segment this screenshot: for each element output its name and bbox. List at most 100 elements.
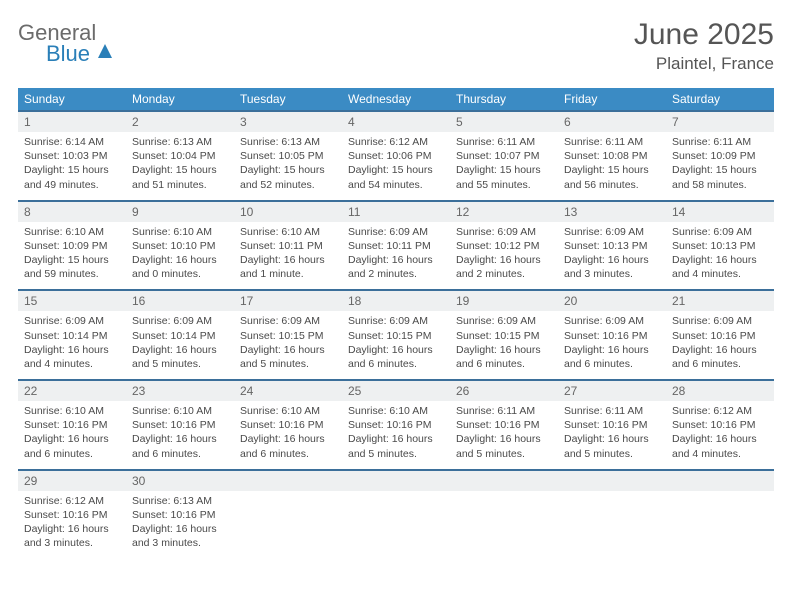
day-number-cell: 20 [558,290,666,311]
daylight-line: Daylight: 15 hours and 51 minutes. [132,163,228,191]
sunrise-line: Sunrise: 6:13 AM [240,135,336,149]
day-content-cell: Sunrise: 6:13 AMSunset: 10:16 PMDaylight… [126,491,234,559]
day-number-cell: 18 [342,290,450,311]
daylight-line: Daylight: 16 hours and 5 minutes. [132,343,228,371]
sunrise-line: Sunrise: 6:10 AM [240,225,336,239]
daylight-line: Daylight: 16 hours and 1 minute. [240,253,336,281]
day-content-cell [450,491,558,559]
sunset-line: Sunset: 10:10 PM [132,239,228,253]
day-number-cell: 2 [126,111,234,132]
daylight-line: Daylight: 15 hours and 55 minutes. [456,163,552,191]
day-number-cell: 23 [126,380,234,401]
sunset-line: Sunset: 10:16 PM [672,329,768,343]
day-content-cell: Sunrise: 6:10 AMSunset: 10:09 PMDaylight… [18,222,126,291]
day-content-cell: Sunrise: 6:11 AMSunset: 10:16 PMDaylight… [450,401,558,470]
sunrise-line: Sunrise: 6:09 AM [564,314,660,328]
day-content-cell: Sunrise: 6:12 AMSunset: 10:16 PMDaylight… [666,401,774,470]
day-number-cell: 28 [666,380,774,401]
daylight-line: Daylight: 16 hours and 2 minutes. [456,253,552,281]
day-content-cell: Sunrise: 6:14 AMSunset: 10:03 PMDaylight… [18,132,126,201]
daylight-line: Daylight: 16 hours and 6 minutes. [564,343,660,371]
day-content-cell [234,491,342,559]
day-number-cell [234,470,342,491]
day-content-cell: Sunrise: 6:13 AMSunset: 10:05 PMDaylight… [234,132,342,201]
day-content-cell: Sunrise: 6:12 AMSunset: 10:06 PMDaylight… [342,132,450,201]
day-number-cell: 4 [342,111,450,132]
daylight-line: Daylight: 16 hours and 6 minutes. [348,343,444,371]
daylight-line: Daylight: 16 hours and 4 minutes. [24,343,120,371]
sunset-line: Sunset: 10:09 PM [672,149,768,163]
calendar-page: General Blue June 2025 Plaintel, France … [0,0,792,568]
day-number-cell: 11 [342,201,450,222]
day-number-cell: 22 [18,380,126,401]
daylight-line: Daylight: 16 hours and 6 minutes. [240,432,336,460]
sunset-line: Sunset: 10:16 PM [240,418,336,432]
day-number-cell: 16 [126,290,234,311]
sunset-line: Sunset: 10:16 PM [24,508,120,522]
sunrise-line: Sunrise: 6:09 AM [456,225,552,239]
weekday-header: Sunday [18,88,126,111]
weekday-header: Friday [558,88,666,111]
day-content-cell: Sunrise: 6:09 AMSunset: 10:13 PMDaylight… [666,222,774,291]
sunset-line: Sunset: 10:06 PM [348,149,444,163]
weekday-header: Thursday [450,88,558,111]
daylight-line: Daylight: 16 hours and 3 minutes. [24,522,120,550]
day-content-cell: Sunrise: 6:09 AMSunset: 10:14 PMDaylight… [126,311,234,380]
sunset-line: Sunset: 10:15 PM [240,329,336,343]
title-month: June 2025 [634,18,774,52]
sunset-line: Sunset: 10:12 PM [456,239,552,253]
daylight-line: Daylight: 16 hours and 6 minutes. [132,432,228,460]
daylight-line: Daylight: 16 hours and 5 minutes. [348,432,444,460]
sunset-line: Sunset: 10:15 PM [456,329,552,343]
sunset-line: Sunset: 10:05 PM [240,149,336,163]
brand-logo: General Blue [18,18,112,65]
daylight-line: Daylight: 16 hours and 2 minutes. [348,253,444,281]
day-content-cell: Sunrise: 6:11 AMSunset: 10:07 PMDaylight… [450,132,558,201]
title-block: June 2025 Plaintel, France [634,18,774,74]
day-number-cell [342,470,450,491]
sunrise-line: Sunrise: 6:12 AM [672,404,768,418]
day-content-cell [666,491,774,559]
day-number-cell: 21 [666,290,774,311]
sunset-line: Sunset: 10:13 PM [672,239,768,253]
daylight-line: Daylight: 16 hours and 0 minutes. [132,253,228,281]
sunset-line: Sunset: 10:16 PM [24,418,120,432]
weekday-header: Monday [126,88,234,111]
day-number-cell: 30 [126,470,234,491]
sunset-line: Sunset: 10:16 PM [132,418,228,432]
sunset-line: Sunset: 10:08 PM [564,149,660,163]
day-number-cell: 26 [450,380,558,401]
sunrise-line: Sunrise: 6:09 AM [132,314,228,328]
daylight-line: Daylight: 16 hours and 4 minutes. [672,253,768,281]
sunset-line: Sunset: 10:16 PM [456,418,552,432]
sunrise-line: Sunrise: 6:11 AM [672,135,768,149]
day-content-cell: Sunrise: 6:09 AMSunset: 10:15 PMDaylight… [234,311,342,380]
weekday-header: Tuesday [234,88,342,111]
day-content-cell [558,491,666,559]
sunrise-line: Sunrise: 6:12 AM [24,494,120,508]
day-number-cell: 25 [342,380,450,401]
day-content-cell: Sunrise: 6:11 AMSunset: 10:09 PMDaylight… [666,132,774,201]
sunset-line: Sunset: 10:03 PM [24,149,120,163]
daylight-line: Daylight: 15 hours and 49 minutes. [24,163,120,191]
sunset-line: Sunset: 10:16 PM [132,508,228,522]
day-content-cell: Sunrise: 6:11 AMSunset: 10:08 PMDaylight… [558,132,666,201]
sunrise-line: Sunrise: 6:09 AM [672,225,768,239]
sunrise-line: Sunrise: 6:10 AM [240,404,336,418]
day-number-cell: 10 [234,201,342,222]
day-number-cell: 7 [666,111,774,132]
day-number-cell: 5 [450,111,558,132]
daylight-line: Daylight: 16 hours and 3 minutes. [132,522,228,550]
sunrise-line: Sunrise: 6:09 AM [348,314,444,328]
day-content-cell: Sunrise: 6:10 AMSunset: 10:16 PMDaylight… [234,401,342,470]
day-number-cell: 1 [18,111,126,132]
sunrise-line: Sunrise: 6:11 AM [456,135,552,149]
sunset-line: Sunset: 10:16 PM [564,418,660,432]
sunrise-line: Sunrise: 6:10 AM [132,225,228,239]
sunrise-line: Sunrise: 6:12 AM [348,135,444,149]
daylight-line: Daylight: 16 hours and 6 minutes. [672,343,768,371]
day-content-cell [342,491,450,559]
sunset-line: Sunset: 10:16 PM [564,329,660,343]
daylight-line: Daylight: 15 hours and 58 minutes. [672,163,768,191]
header: General Blue June 2025 Plaintel, France [18,18,774,74]
